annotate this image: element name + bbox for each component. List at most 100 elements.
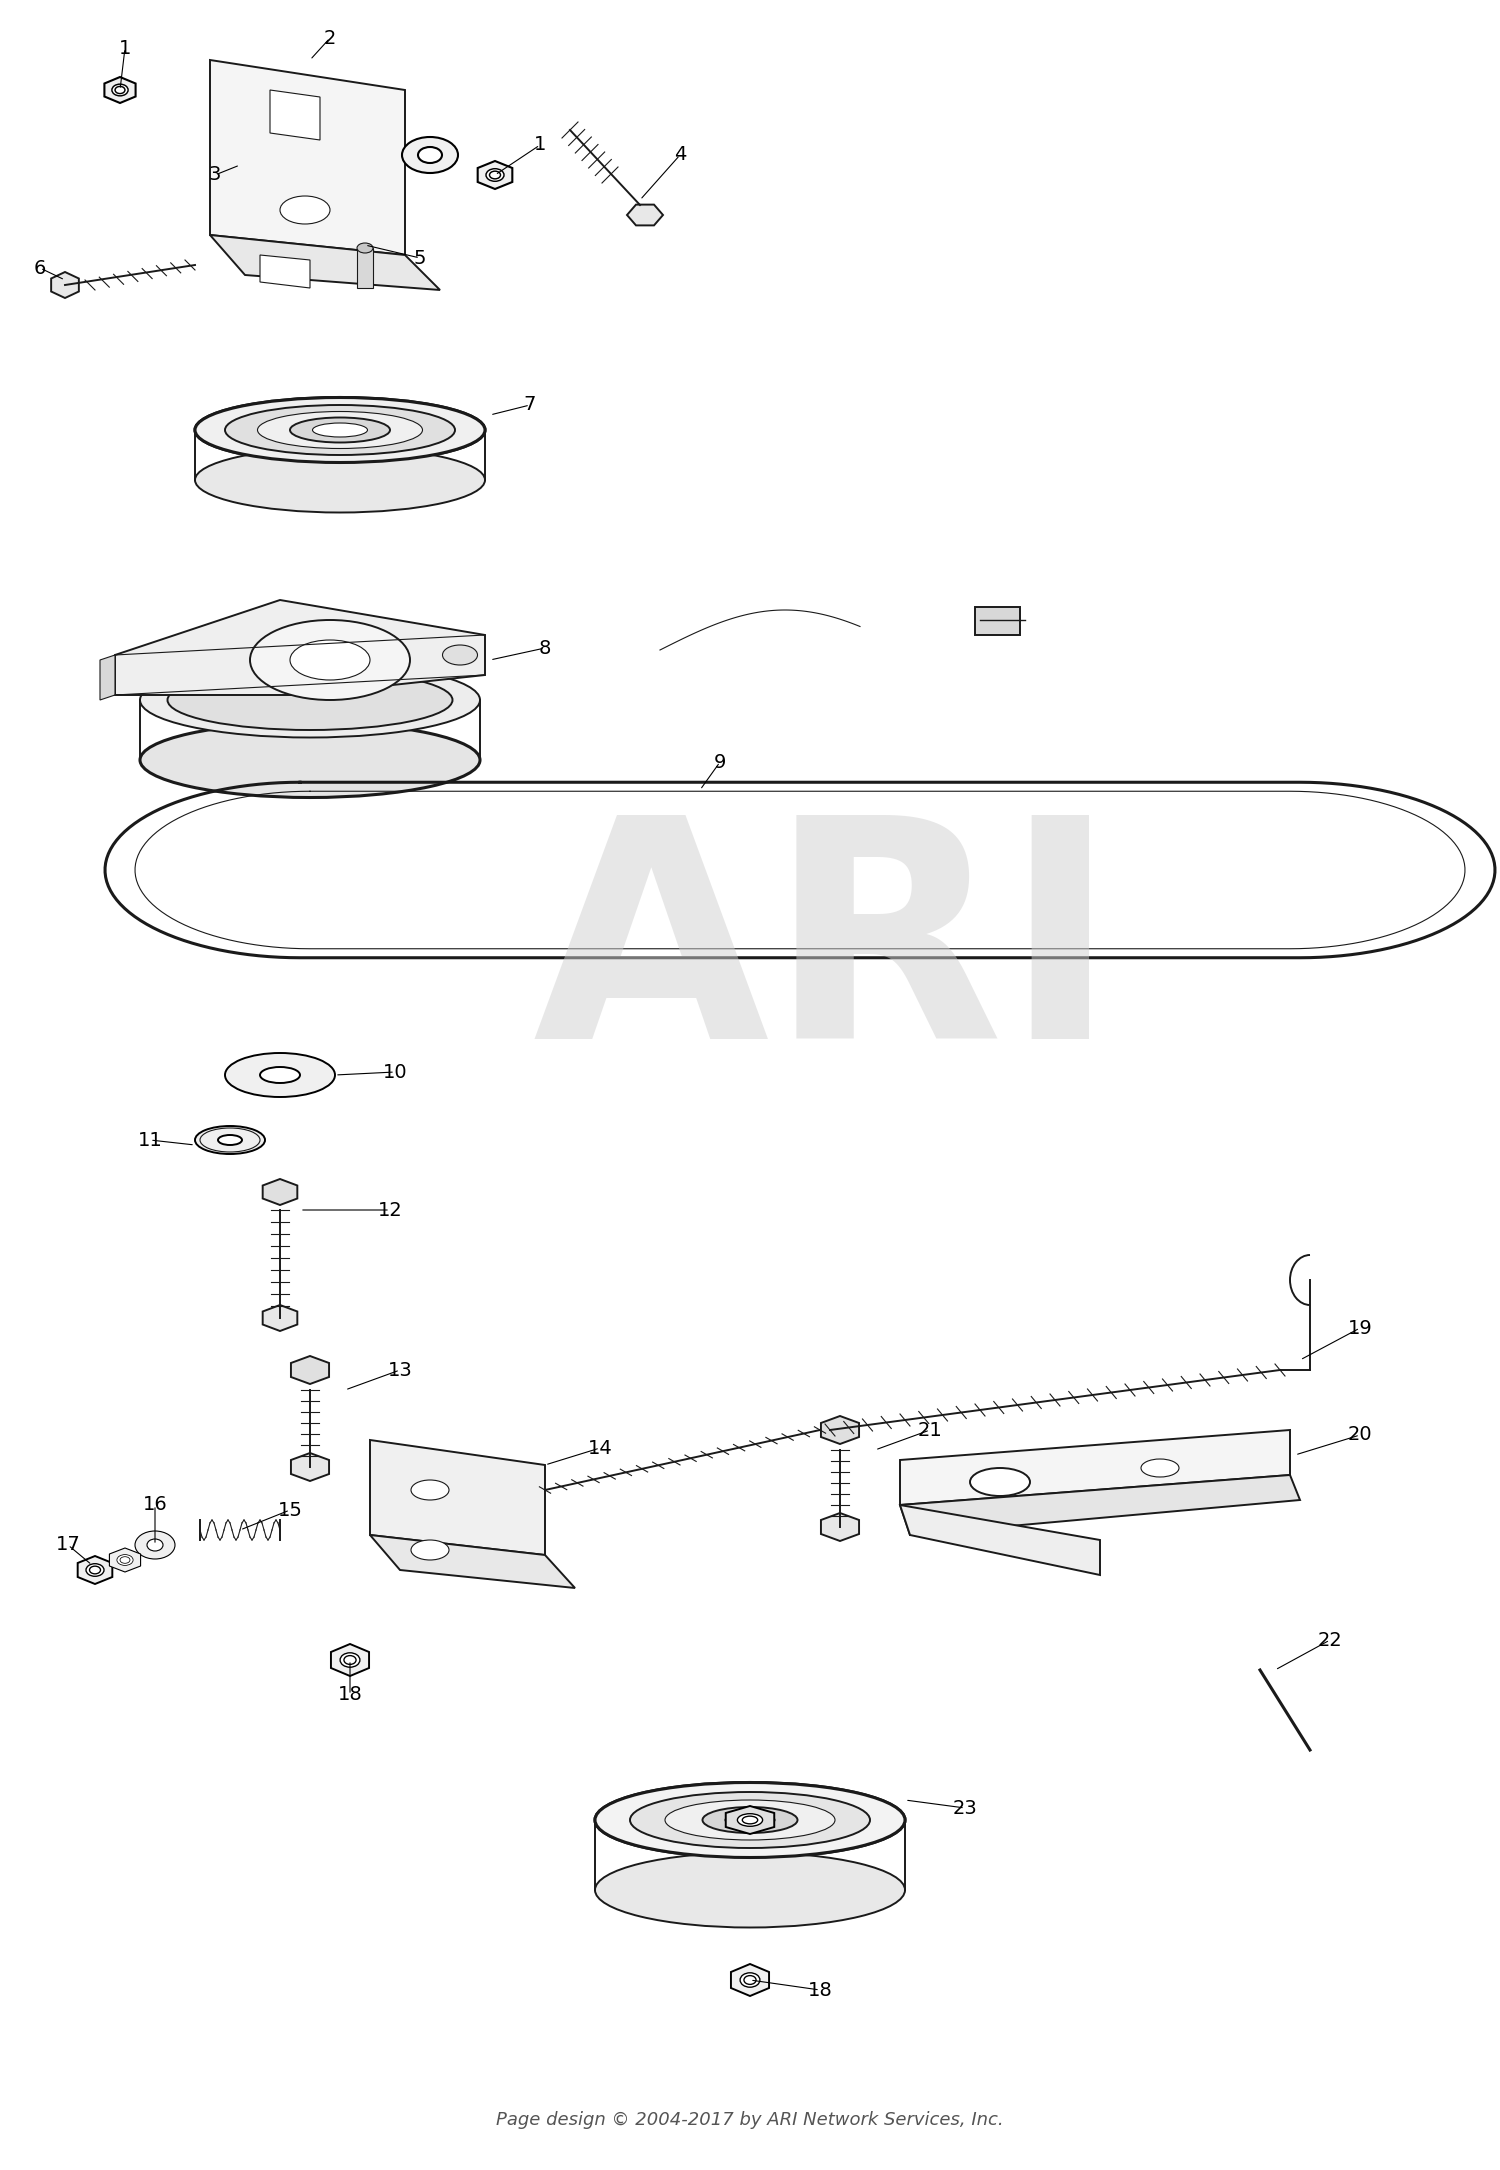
Ellipse shape — [112, 85, 128, 95]
Ellipse shape — [596, 1853, 904, 1927]
Ellipse shape — [702, 1808, 798, 1834]
Polygon shape — [627, 204, 663, 226]
Polygon shape — [291, 1454, 328, 1480]
Ellipse shape — [411, 1480, 448, 1499]
Text: Page design © 2004-2017 by ARI Network Services, Inc.: Page design © 2004-2017 by ARI Network S… — [496, 2111, 1004, 2129]
Polygon shape — [821, 1512, 860, 1541]
Ellipse shape — [217, 1135, 242, 1146]
Ellipse shape — [970, 1467, 1030, 1495]
Polygon shape — [270, 89, 320, 141]
Text: 18: 18 — [338, 1686, 363, 1703]
Ellipse shape — [596, 1782, 904, 1858]
Polygon shape — [291, 1356, 328, 1384]
Polygon shape — [262, 1304, 297, 1330]
Text: 17: 17 — [56, 1536, 81, 1554]
Bar — [357, 247, 374, 289]
Ellipse shape — [738, 1814, 762, 1827]
Ellipse shape — [195, 1126, 266, 1154]
Text: 5: 5 — [414, 250, 426, 267]
Polygon shape — [477, 161, 513, 189]
Ellipse shape — [251, 621, 410, 701]
Text: 10: 10 — [382, 1063, 408, 1081]
Ellipse shape — [195, 397, 484, 462]
Ellipse shape — [340, 1654, 360, 1667]
FancyBboxPatch shape — [975, 608, 1020, 636]
Polygon shape — [900, 1476, 1300, 1534]
Text: 15: 15 — [278, 1499, 303, 1519]
Ellipse shape — [260, 1068, 300, 1083]
Ellipse shape — [402, 137, 457, 174]
Text: 4: 4 — [674, 145, 686, 165]
Text: 19: 19 — [1347, 1319, 1372, 1337]
Text: 12: 12 — [378, 1200, 402, 1220]
Text: 8: 8 — [538, 638, 550, 658]
Ellipse shape — [117, 1554, 134, 1565]
Ellipse shape — [740, 1973, 760, 1988]
Polygon shape — [370, 1534, 574, 1588]
Ellipse shape — [140, 723, 480, 799]
Text: 23: 23 — [952, 1799, 978, 1818]
Ellipse shape — [596, 1782, 904, 1858]
Polygon shape — [370, 1441, 544, 1556]
Ellipse shape — [664, 1799, 836, 1840]
Polygon shape — [900, 1506, 1100, 1575]
Ellipse shape — [357, 243, 374, 254]
Polygon shape — [900, 1430, 1290, 1506]
Text: 11: 11 — [138, 1131, 162, 1150]
Text: 16: 16 — [142, 1495, 168, 1515]
Text: 6: 6 — [34, 258, 46, 278]
Text: 22: 22 — [1317, 1630, 1342, 1649]
Polygon shape — [262, 1178, 297, 1204]
Ellipse shape — [344, 1656, 355, 1664]
Ellipse shape — [290, 640, 370, 679]
Ellipse shape — [86, 1565, 104, 1575]
Ellipse shape — [742, 1816, 758, 1823]
Ellipse shape — [312, 423, 368, 436]
Polygon shape — [110, 1547, 141, 1571]
Polygon shape — [726, 1805, 774, 1834]
Ellipse shape — [225, 1052, 334, 1098]
Polygon shape — [51, 271, 80, 297]
Polygon shape — [116, 599, 484, 694]
Ellipse shape — [90, 1567, 101, 1573]
Text: 1: 1 — [534, 135, 546, 154]
Polygon shape — [105, 76, 135, 102]
Ellipse shape — [442, 644, 477, 664]
Ellipse shape — [411, 1541, 448, 1560]
Text: 1: 1 — [118, 39, 130, 56]
Ellipse shape — [290, 417, 390, 443]
Ellipse shape — [116, 87, 124, 93]
Ellipse shape — [195, 397, 484, 462]
Ellipse shape — [1142, 1458, 1179, 1478]
Text: 20: 20 — [1347, 1426, 1372, 1445]
Ellipse shape — [489, 171, 501, 178]
Text: ARI: ARI — [532, 807, 1118, 1102]
Ellipse shape — [744, 1975, 756, 1983]
Text: 3: 3 — [209, 165, 220, 184]
Ellipse shape — [147, 1539, 164, 1552]
Ellipse shape — [630, 1792, 870, 1849]
Text: 14: 14 — [588, 1439, 612, 1458]
Polygon shape — [821, 1417, 860, 1443]
Text: 18: 18 — [807, 1981, 832, 1999]
Ellipse shape — [195, 447, 484, 512]
Ellipse shape — [135, 1532, 176, 1558]
Text: 13: 13 — [387, 1361, 412, 1380]
Text: 2: 2 — [324, 28, 336, 48]
Ellipse shape — [486, 169, 504, 182]
Ellipse shape — [168, 671, 453, 729]
Ellipse shape — [724, 1812, 776, 1827]
Polygon shape — [100, 655, 116, 701]
Text: 21: 21 — [918, 1421, 942, 1439]
Text: 9: 9 — [714, 753, 726, 773]
Text: 7: 7 — [524, 395, 536, 414]
Polygon shape — [730, 1964, 770, 1996]
Ellipse shape — [258, 412, 423, 449]
Polygon shape — [210, 61, 405, 256]
Ellipse shape — [419, 148, 442, 163]
Ellipse shape — [225, 406, 454, 456]
Polygon shape — [260, 256, 310, 289]
Polygon shape — [332, 1645, 369, 1675]
Ellipse shape — [280, 195, 330, 224]
Polygon shape — [210, 234, 440, 291]
